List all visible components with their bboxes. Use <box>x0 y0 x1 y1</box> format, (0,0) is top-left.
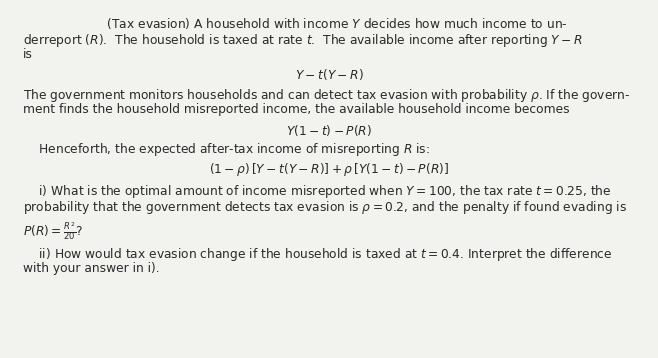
Text: $Y - t(Y - R)$: $Y - t(Y - R)$ <box>295 67 363 82</box>
Text: Henceforth, the expected after-tax income of misreporting $R$ is:: Henceforth, the expected after-tax incom… <box>22 141 430 159</box>
Text: is: is <box>22 48 32 62</box>
Text: $(1 - \rho)\,[Y - t(Y - R)] + \rho\,[Y(1 - t) - P(R)]$: $(1 - \rho)\,[Y - t(Y - R)] + \rho\,[Y(1… <box>209 161 449 178</box>
Text: i) What is the optimal amount of income misreported when $Y = 100$, the tax rate: i) What is the optimal amount of income … <box>22 183 611 199</box>
Text: probability that the government detects tax evasion is $\rho = 0.2$, and the pen: probability that the government detects … <box>22 199 626 216</box>
Text: derreport ($R$).  The household is taxed at rate $t$.  The available income afte: derreport ($R$). The household is taxed … <box>22 32 582 49</box>
Text: (Tax evasion) A household with income $Y$ decides how much income to un-: (Tax evasion) A household with income $Y… <box>91 16 567 31</box>
Text: ii) How would tax evasion change if the household is taxed at $t = 0.4$. Interpr: ii) How would tax evasion change if the … <box>22 246 612 263</box>
Text: with your answer in i).: with your answer in i). <box>22 262 159 275</box>
Text: The government monitors households and can detect tax evasion with probability $: The government monitors households and c… <box>22 87 630 104</box>
Text: ment finds the household misreported income, the available household income beco: ment finds the household misreported inc… <box>22 103 569 116</box>
Text: $Y(1 - t) - P(R)$: $Y(1 - t) - P(R)$ <box>286 123 372 138</box>
Text: $P(R) = \frac{R^2}{20}$?: $P(R) = \frac{R^2}{20}$? <box>22 221 83 242</box>
